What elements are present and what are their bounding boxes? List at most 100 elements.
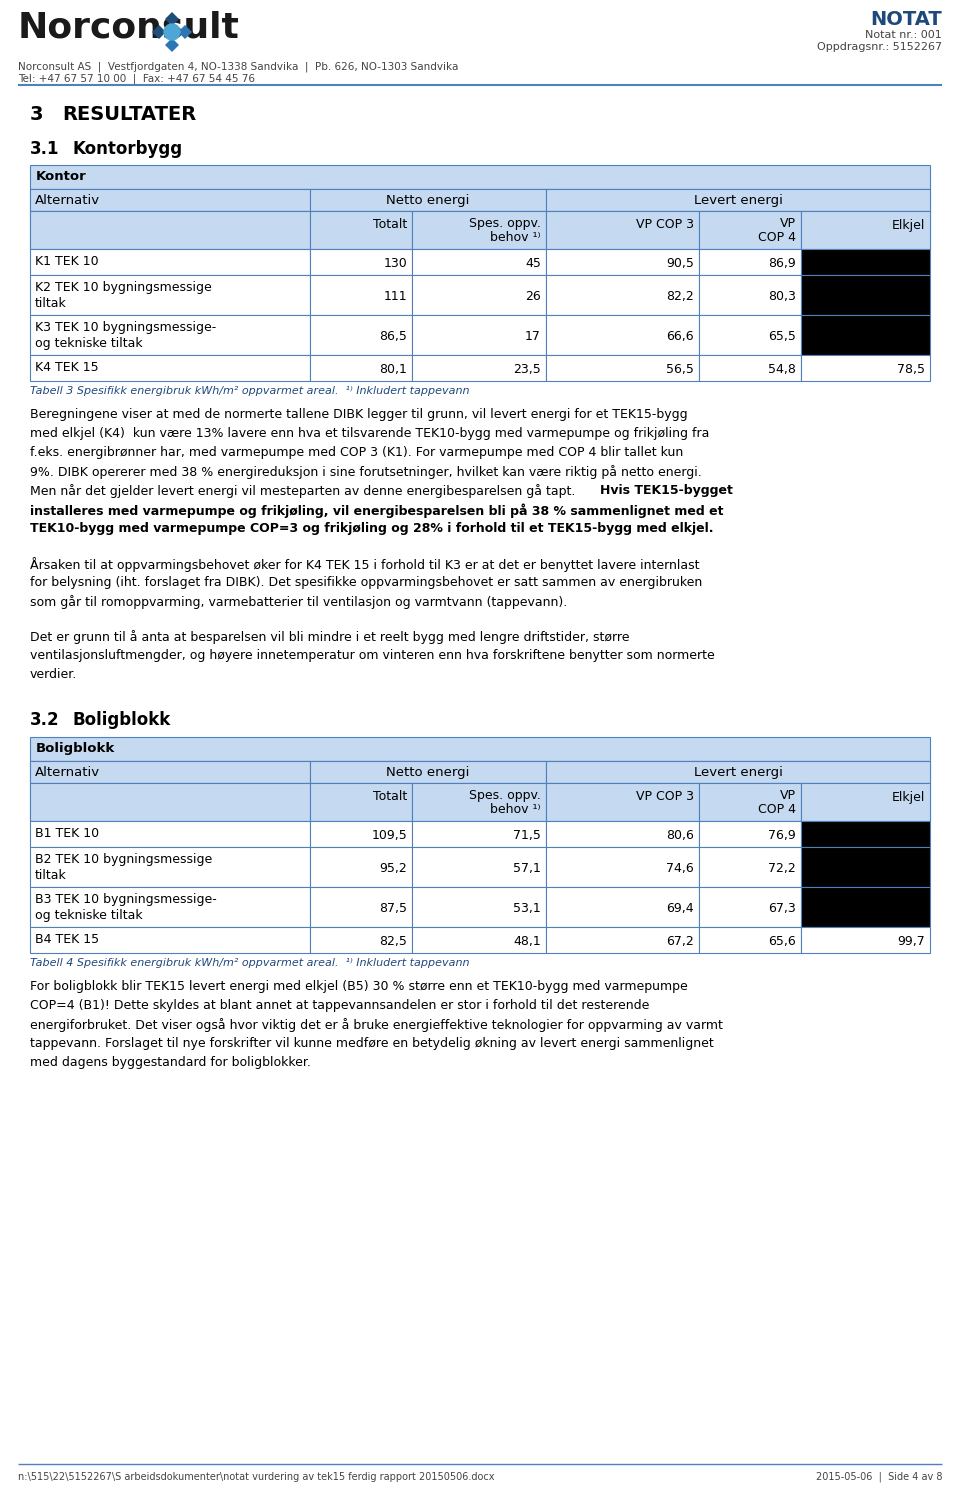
Text: 87,5: 87,5 (379, 902, 407, 915)
Bar (546, 315, 699, 355)
Bar (801, 820, 930, 847)
Bar (699, 783, 801, 820)
Text: 76,9: 76,9 (768, 829, 796, 843)
Bar (30, 737, 930, 761)
Bar (546, 250, 699, 275)
Bar (30, 927, 310, 953)
Text: VP COP 3: VP COP 3 (636, 791, 694, 804)
Bar (546, 355, 699, 380)
Polygon shape (165, 12, 179, 25)
Text: Tabell 3 Spesifikk energibruk kWh/m² oppvarmet areal.  ¹⁾ Inkludert tappevann: Tabell 3 Spesifikk energibruk kWh/m² opp… (30, 386, 469, 395)
Text: 80,1: 80,1 (379, 363, 407, 376)
Text: Det er grunn til å anta at besparelsen vil bli mindre i et reelt bygg med lengre: Det er grunn til å anta at besparelsen v… (30, 630, 630, 643)
Text: og tekniske tiltak: og tekniske tiltak (35, 337, 143, 351)
Bar (412, 887, 546, 927)
Bar (546, 820, 699, 847)
Bar (310, 927, 412, 953)
Bar (310, 211, 412, 250)
Bar (310, 783, 412, 820)
Text: 26: 26 (525, 290, 541, 303)
Text: K3 TEK 10 bygningsmessige-: K3 TEK 10 bygningsmessige- (35, 321, 216, 334)
Text: Alternativ: Alternativ (35, 195, 100, 207)
Text: med elkjel (K4)  kun være 13% lavere enn hva et tilsvarende TEK10-bygg med varme: med elkjel (K4) kun være 13% lavere enn … (30, 426, 709, 440)
Text: Oppdragsnr.: 5152267: Oppdragsnr.: 5152267 (817, 42, 942, 52)
Text: ventilasjonsluftmengder, og høyere innetemperatur om vinteren enn hva forskrifte: ventilasjonsluftmengder, og høyere innet… (30, 649, 715, 661)
Text: tiltak: tiltak (35, 297, 67, 311)
Bar (30, 783, 310, 820)
Text: Årsaken til at oppvarmingsbehovet øker for K4 TEK 15 i forhold til K3 er at det : Årsaken til at oppvarmingsbehovet øker f… (30, 557, 700, 572)
Bar (310, 189, 546, 211)
Text: 74,6: 74,6 (666, 862, 694, 875)
Text: B4 TEK 15: B4 TEK 15 (35, 933, 99, 947)
Text: Netto energi: Netto energi (386, 195, 469, 207)
Bar (30, 761, 930, 783)
Text: f.eks. energibrønner har, med varmepumpe med COP 3 (K1). For varmepumpe med COP : f.eks. energibrønner har, med varmepumpe… (30, 446, 684, 459)
Bar (30, 211, 310, 250)
Text: K2 TEK 10 bygningsmessige: K2 TEK 10 bygningsmessige (35, 281, 212, 294)
Polygon shape (152, 25, 166, 39)
Bar (546, 887, 699, 927)
Bar (310, 355, 412, 380)
Bar (801, 887, 930, 927)
Text: RESULTATER: RESULTATER (62, 106, 196, 123)
Bar (412, 355, 546, 380)
Text: Notat nr.: 001: Notat nr.: 001 (865, 30, 942, 40)
Text: 9%. DIBK opererer med 38 % energireduksjon i sine forutsetninger, hvilket kan væ: 9%. DIBK opererer med 38 % energireduksj… (30, 465, 702, 478)
Text: Kontorbygg: Kontorbygg (72, 140, 182, 158)
Text: Beregningene viser at med de normerte tallene DIBK legger til grunn, vil levert : Beregningene viser at med de normerte ta… (30, 409, 687, 421)
Text: TEK10-bygg med varmepumpe COP=3 og frikjøling og 28% i forhold til et TEK15-bygg: TEK10-bygg med varmepumpe COP=3 og frikj… (30, 522, 713, 535)
Text: For boligblokk blir TEK15 levert energi med elkjel (B5) 30 % større enn et TEK10: For boligblokk blir TEK15 levert energi … (30, 979, 687, 993)
Text: Elkjel: Elkjel (892, 218, 925, 232)
Bar (30, 189, 310, 211)
Text: 67,3: 67,3 (768, 902, 796, 915)
Text: 56,5: 56,5 (666, 363, 694, 376)
Bar (30, 211, 930, 250)
Text: 2015-05-06  |  Side 4 av 8: 2015-05-06 | Side 4 av 8 (815, 1473, 942, 1483)
Text: Totalt: Totalt (372, 791, 407, 804)
Text: 3: 3 (30, 106, 43, 123)
Bar (310, 250, 412, 275)
Text: Elkjel: Elkjel (892, 791, 925, 804)
Text: K1 TEK 10: K1 TEK 10 (35, 256, 99, 267)
Bar (699, 250, 801, 275)
Bar (546, 211, 699, 250)
Bar (310, 847, 412, 887)
Text: 3.1: 3.1 (30, 140, 60, 158)
Text: 86,5: 86,5 (379, 330, 407, 343)
Text: 72,2: 72,2 (768, 862, 796, 875)
Text: 82,2: 82,2 (666, 290, 694, 303)
Text: B2 TEK 10 bygningsmessige: B2 TEK 10 bygningsmessige (35, 853, 212, 866)
Text: tappevann. Forslaget til nye forskrifter vil kunne medføre en betydelig økning a: tappevann. Forslaget til nye forskrifter… (30, 1037, 713, 1051)
Bar (30, 189, 930, 211)
Bar (546, 189, 930, 211)
Bar (801, 211, 930, 250)
Text: Levert energi: Levert energi (693, 765, 782, 779)
Text: COP=4 (B1)! Dette skyldes at blant annet at tappevannsandelen er stor i forhold : COP=4 (B1)! Dette skyldes at blant annet… (30, 999, 649, 1012)
Bar (310, 887, 412, 927)
Text: K4 TEK 15: K4 TEK 15 (35, 361, 99, 374)
Text: 54,8: 54,8 (768, 363, 796, 376)
Text: 78,5: 78,5 (897, 363, 925, 376)
Text: COP 4: COP 4 (758, 230, 796, 244)
Text: VP: VP (780, 217, 796, 230)
Bar (310, 315, 412, 355)
Text: Men når det gjelder levert energi vil mesteparten av denne energibesparelsen gå : Men når det gjelder levert energi vil me… (30, 484, 580, 498)
Circle shape (164, 24, 180, 40)
Bar (699, 315, 801, 355)
Bar (412, 847, 546, 887)
Text: Hvis TEK15-bygget: Hvis TEK15-bygget (600, 484, 732, 496)
Bar (30, 275, 310, 315)
Bar (801, 315, 930, 355)
Text: NOTAT: NOTAT (871, 10, 942, 30)
Bar (30, 315, 310, 355)
Bar (412, 250, 546, 275)
Text: Tel: +47 67 57 10 00  |  Fax: +47 67 54 45 76: Tel: +47 67 57 10 00 | Fax: +47 67 54 45… (18, 74, 255, 85)
Bar (699, 887, 801, 927)
Text: 86,9: 86,9 (768, 257, 796, 270)
Text: 65,6: 65,6 (768, 935, 796, 948)
Text: Spes. oppv.: Spes. oppv. (469, 789, 541, 802)
Text: Totalt: Totalt (372, 218, 407, 232)
Text: for belysning (iht. forslaget fra DIBK). Det spesifikke oppvarmingsbehovet er sa: for belysning (iht. forslaget fra DIBK).… (30, 577, 703, 588)
Bar (412, 275, 546, 315)
Bar (30, 761, 310, 783)
